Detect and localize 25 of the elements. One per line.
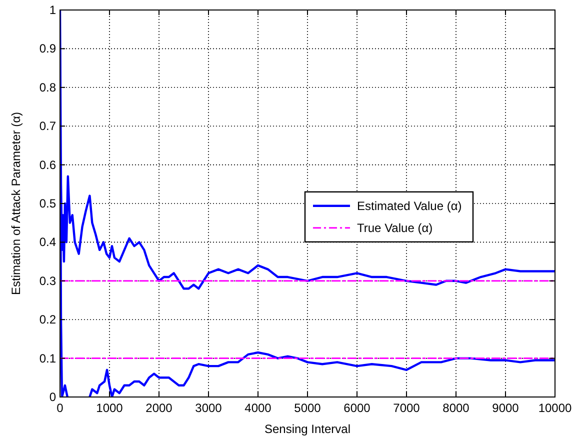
- x-tick-label: 2000: [146, 401, 173, 415]
- y-tick-label: 1: [49, 3, 56, 17]
- y-tick-label: 0.8: [39, 80, 56, 94]
- x-tick-label: 3000: [195, 401, 222, 415]
- y-tick-label: 0.7: [39, 119, 56, 134]
- x-tick-label: 6000: [344, 401, 371, 415]
- x-tick-label: 7000: [393, 401, 420, 415]
- x-tick-label: 1000: [96, 401, 124, 415]
- x-tick-label: 8000: [442, 401, 470, 415]
- x-tick-label: 10000: [538, 401, 572, 415]
- y-tick-label: 0.9: [39, 42, 56, 56]
- y-tick-label: 0: [49, 390, 56, 404]
- legend-label: True Value (α): [357, 220, 433, 235]
- x-tick-label: 5000: [294, 401, 322, 415]
- y-axis-title: Estimation of Attack Parameter (α): [9, 112, 23, 295]
- y-tick-label: 0.3: [39, 274, 56, 288]
- y-tick-label: 0.4: [39, 235, 56, 250]
- y-tick-label: 0.1: [39, 351, 56, 366]
- x-axis-title: Sensing Interval: [264, 422, 351, 436]
- y-tick-label: 0.2: [39, 312, 56, 327]
- x-tick-label: 4000: [244, 401, 272, 415]
- x-tick-label: 9000: [492, 401, 520, 415]
- legend-label: Estimated Value (α): [357, 198, 462, 213]
- y-tick-label: 0.6: [39, 158, 56, 172]
- y-tick-label: 0.5: [39, 196, 56, 210]
